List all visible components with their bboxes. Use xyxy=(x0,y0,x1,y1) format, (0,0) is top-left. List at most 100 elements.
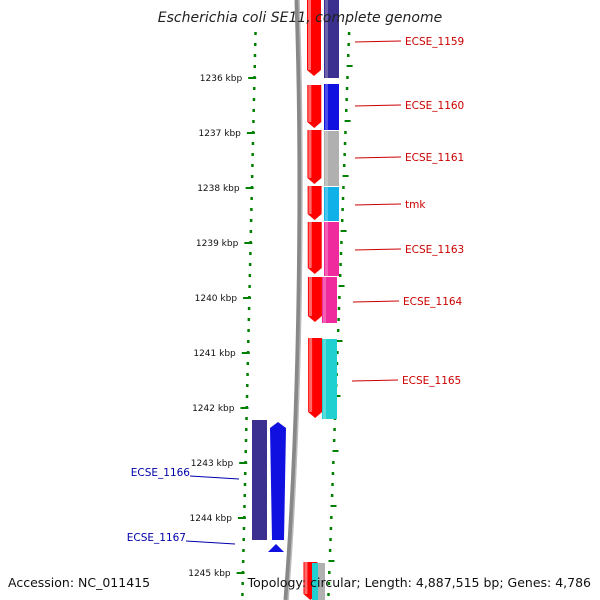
outer-tick xyxy=(331,472,335,475)
outer-tick xyxy=(345,87,349,90)
label-leader xyxy=(354,156,402,159)
forward-gene-block xyxy=(324,222,339,276)
genome-backbone xyxy=(283,0,303,600)
inner-tick xyxy=(241,593,244,596)
inner-tick xyxy=(243,472,247,475)
label-leader xyxy=(354,104,402,107)
forward-gene-block xyxy=(324,187,339,221)
outer-tick xyxy=(328,560,335,562)
outer-tick xyxy=(336,340,343,342)
ruler-label: 1236 kbp xyxy=(200,74,243,84)
outer-tick xyxy=(345,109,348,112)
inner-tick xyxy=(247,329,250,332)
inner-tick xyxy=(253,43,257,46)
outer-tick xyxy=(337,307,341,310)
ruler-label: 1237 kbp xyxy=(198,129,241,139)
outer-tick xyxy=(336,329,340,332)
reverse-gene-label: ECSE_1166 xyxy=(131,467,191,479)
forward-gene-track xyxy=(322,0,339,419)
inner-tick xyxy=(250,175,254,178)
ruler-label: 1245 kbp xyxy=(188,569,231,579)
gene-shine xyxy=(325,187,328,221)
bottom-gene-fragment xyxy=(312,563,319,600)
forward-gene-label: ECSE_1160 xyxy=(405,100,464,112)
outer-tick xyxy=(340,241,343,244)
inner-tick xyxy=(248,263,252,266)
backbone-highlight xyxy=(287,0,303,600)
label-leader xyxy=(354,40,402,43)
inner-tick xyxy=(243,483,247,486)
forward-gene-block xyxy=(324,0,339,78)
inner-tick xyxy=(245,428,248,431)
outer-tick xyxy=(327,582,331,585)
reverse-gene-track xyxy=(252,420,325,600)
outer-tick xyxy=(341,208,344,211)
forward-gene-block xyxy=(322,277,337,323)
forward-gene-label: tmk xyxy=(405,199,426,211)
ruler-label: 1244 kbp xyxy=(190,514,233,524)
outer-tick xyxy=(328,571,331,574)
outer-tick xyxy=(329,538,332,541)
inner-tick xyxy=(242,527,246,530)
cds-shine xyxy=(308,222,312,268)
inner-tick xyxy=(252,98,256,101)
inner-tick xyxy=(253,65,256,68)
inner-tick xyxy=(252,87,256,90)
inner-tick xyxy=(250,197,253,200)
outer-tick xyxy=(344,120,351,122)
outer-tick xyxy=(342,186,345,189)
inner-tick xyxy=(244,439,248,442)
cds-shine xyxy=(308,186,312,214)
outer-tick xyxy=(338,296,341,299)
gene-shine xyxy=(323,339,326,419)
outer-tick xyxy=(332,439,336,442)
forward-gene-label: ECSE_1165 xyxy=(402,375,461,387)
outer-tick xyxy=(333,428,336,431)
outer-tick xyxy=(345,98,348,101)
outer-tick xyxy=(340,219,344,222)
label-leader xyxy=(352,300,400,303)
inner-tick xyxy=(241,582,244,585)
outer-tick xyxy=(336,351,339,354)
outer-tick xyxy=(338,285,345,287)
gene-shine xyxy=(323,277,326,323)
accession-text: Accession: NC_011415 xyxy=(8,575,151,590)
ruler-label: 1240 kbp xyxy=(195,294,238,304)
outer-tick xyxy=(346,76,349,79)
inner-tick xyxy=(248,274,252,277)
outer-tick xyxy=(337,318,340,321)
outer-tick xyxy=(347,32,351,35)
label-leader xyxy=(185,540,236,545)
outer-tick xyxy=(334,395,341,397)
outer-tick xyxy=(342,175,349,177)
ruler-label: 1243 kbp xyxy=(191,459,234,469)
inner-tick xyxy=(242,538,245,541)
cds-shine xyxy=(308,85,312,122)
outer-tick xyxy=(347,43,350,46)
outer-tick xyxy=(332,461,335,464)
inner-tick xyxy=(252,109,255,112)
bottom-gene-fragment xyxy=(318,563,325,600)
outer-tick xyxy=(330,505,337,507)
reverse-gene-small-arrow xyxy=(268,544,284,552)
gene-shine xyxy=(325,0,328,78)
reverse-gene-arrow xyxy=(270,422,286,540)
inner-tick xyxy=(254,32,257,35)
inner-tick xyxy=(247,307,251,310)
outer-tick xyxy=(327,593,330,596)
outer-tick xyxy=(338,274,342,277)
outer-tick xyxy=(330,516,333,519)
ruler-label: 1238 kbp xyxy=(197,184,240,194)
ruler-label: 1239 kbp xyxy=(196,239,239,249)
topology-summary: Topology: circular; Length: 4,887,515 bp… xyxy=(247,575,591,590)
cds-shine xyxy=(308,0,311,70)
gene-shine xyxy=(325,222,328,276)
inner-tick xyxy=(249,252,252,255)
forward-gene-block xyxy=(324,84,339,130)
inner-tick xyxy=(250,208,253,211)
reverse-gene-block xyxy=(252,420,267,540)
forward-gene-block xyxy=(322,339,337,419)
cds-shine xyxy=(309,338,313,412)
inner-tick xyxy=(245,417,248,420)
